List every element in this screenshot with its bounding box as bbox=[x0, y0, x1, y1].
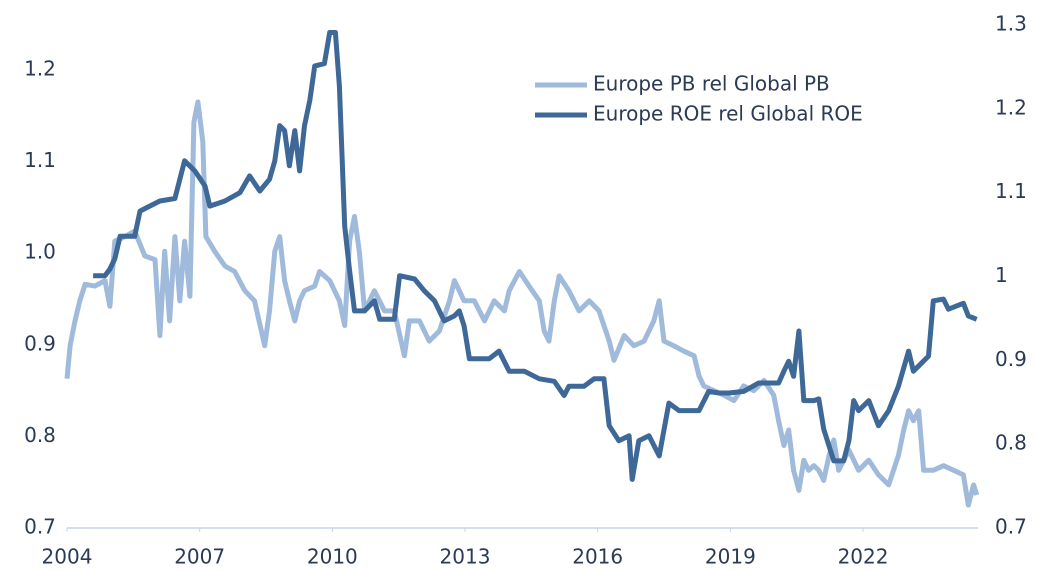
y2-tick-label: 1.1 bbox=[995, 179, 1027, 203]
y2-tick-label: 0.8 bbox=[995, 431, 1027, 455]
y-tick-label: 1.0 bbox=[24, 240, 56, 264]
x-tick-label: 2016 bbox=[572, 545, 623, 569]
x-tick-label: 2007 bbox=[174, 545, 225, 569]
series-line bbox=[64, 99, 980, 508]
x-tick-label: 2010 bbox=[307, 545, 358, 569]
series-line bbox=[93, 30, 978, 482]
y-tick-label: 0.7 bbox=[24, 515, 56, 539]
y-tick-label: 1.1 bbox=[24, 148, 56, 172]
y2-tick-label: 1 bbox=[995, 263, 1008, 287]
y2-tick-label: 0.7 bbox=[995, 515, 1027, 539]
y2-tick-label: 1.2 bbox=[995, 95, 1027, 119]
legend-label: Europe PB rel Global PB bbox=[593, 72, 830, 96]
x-tick-label: 2013 bbox=[440, 545, 491, 569]
y-tick-label: 0.9 bbox=[24, 331, 56, 355]
y2-tick-label: 0.9 bbox=[995, 347, 1027, 371]
legend-label: Europe ROE rel Global ROE bbox=[593, 102, 863, 126]
y-tick-label: 1.2 bbox=[24, 56, 56, 80]
x-tick-label: 2022 bbox=[838, 545, 889, 569]
y2-tick-label: 1.3 bbox=[995, 12, 1027, 36]
x-tick-label: 2004 bbox=[42, 545, 93, 569]
y-tick-label: 0.8 bbox=[24, 423, 56, 447]
x-tick-label: 2019 bbox=[705, 545, 756, 569]
